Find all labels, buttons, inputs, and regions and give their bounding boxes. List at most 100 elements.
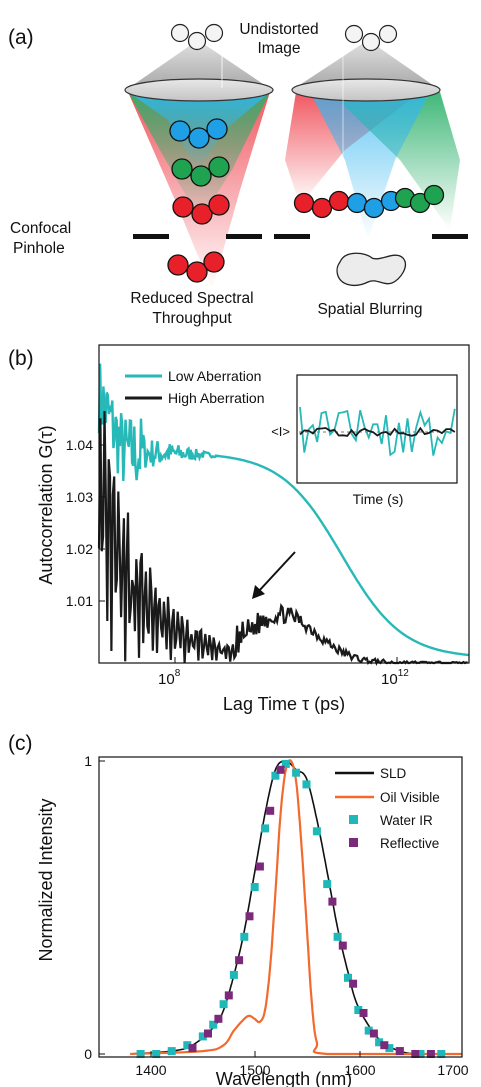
point-water-ir — [240, 932, 249, 941]
legend-sld-label: SLD — [380, 766, 407, 781]
point-reflective — [255, 862, 264, 871]
legend-water-label: Water IR — [380, 813, 433, 828]
blurred-blob-icon — [336, 252, 407, 287]
panel-c-xticks: 1400 1500 1600 1700 — [135, 1051, 469, 1078]
panel-c-legend: SLD Oil Visible Water IR Reflective — [335, 766, 440, 851]
undistorted-spheres-left — [170, 23, 224, 51]
undistorted-spheres-right — [344, 24, 398, 52]
annotation-arrow — [252, 551, 296, 599]
b-ytick-4: 1.04 — [66, 437, 93, 453]
point-water-ir — [219, 1000, 228, 1009]
point-reflective — [369, 1029, 378, 1038]
b-xtick-2: 1012 — [381, 668, 409, 688]
series-high-aberration-line — [97, 410, 468, 666]
point-water-ir — [136, 1050, 145, 1058]
pinhole-label-line2: Pinhole — [13, 240, 65, 257]
b-xtick-1: 108 — [158, 668, 181, 688]
point-water-ir — [344, 973, 352, 982]
series-low-aberration-line — [97, 363, 470, 657]
inset-ylabel: <I> — [271, 424, 290, 439]
undistorted-label-line2: Image — [257, 40, 300, 57]
c-xtick-4: 1700 — [437, 1062, 468, 1078]
point-water-ir — [209, 1020, 218, 1029]
b-ytick-1: 1.01 — [66, 593, 93, 609]
point-reflective — [224, 991, 233, 1000]
point-reflective — [426, 1050, 435, 1058]
point-reflective — [188, 1044, 197, 1053]
inset-xlabel: Time (s) — [353, 491, 404, 507]
b-ytick-2: 1.02 — [66, 541, 93, 557]
c-ytick-0: 0 — [84, 1046, 92, 1062]
point-water-ir — [437, 1050, 446, 1058]
left-blue-spheres — [169, 118, 228, 149]
reduced-label-line2: Throughput — [152, 310, 232, 327]
point-water-ir — [281, 759, 290, 768]
legend-low-label: Low Aberration — [168, 368, 261, 384]
panel-b-label: (b) — [8, 347, 34, 370]
point-reflective — [380, 1041, 389, 1050]
point-water-ir — [152, 1050, 161, 1058]
reduced-label-line1: Reduced Spectral — [130, 290, 253, 307]
inset-high-trace — [299, 426, 456, 438]
point-water-ir — [312, 827, 321, 836]
inset-plot — [299, 406, 456, 457]
right-pinhole-bar-2 — [432, 234, 468, 239]
point-water-ir — [364, 1026, 373, 1035]
point-water-ir — [229, 970, 238, 979]
point-water-ir — [167, 1047, 176, 1056]
panel-c-frame — [98, 756, 463, 1058]
point-water-ir — [261, 824, 269, 833]
point-reflective — [338, 941, 347, 950]
panel-a: (a) Undistorted Image — [8, 21, 468, 327]
panel-b-frame — [98, 344, 470, 664]
b-xlabel: Lag Time τ (ps) — [223, 694, 345, 714]
point-reflective — [214, 1014, 223, 1023]
point-water-ir — [385, 1044, 394, 1053]
point-reflective — [235, 956, 244, 965]
undistorted-label-line1: Undistorted — [239, 21, 318, 38]
legend-high-label: High Aberration — [168, 390, 265, 406]
b-ytick-3: 1.03 — [66, 489, 93, 505]
panel-b-inset: <I> Time (s) — [271, 374, 458, 507]
series-oil-visible-line — [130, 759, 462, 1056]
panel-c-plot — [130, 759, 462, 1058]
point-water-ir — [354, 1006, 363, 1014]
right-blue-beam — [310, 92, 430, 240]
point-water-ir — [375, 1038, 384, 1047]
c-xtick-1: 1400 — [135, 1062, 166, 1078]
c-ytick-1: 1 — [84, 753, 92, 769]
point-water-ir — [250, 883, 259, 891]
legend-reflective-label: Reflective — [380, 836, 439, 851]
left-lens — [124, 78, 274, 102]
c-ylabel: Normalized Intensity — [36, 798, 56, 961]
left-pinhole-bar-2 — [226, 234, 262, 239]
legend-oil-label: Oil Visible — [380, 790, 440, 805]
panel-b-yticks: 1.01 1.02 1.03 1.04 — [66, 437, 105, 609]
point-water-ir — [302, 780, 311, 789]
point-water-ir — [198, 1032, 207, 1041]
spatial-label: Spatial Blurring — [317, 301, 422, 318]
throughput-red-spheres — [167, 251, 225, 283]
point-water-ir — [323, 880, 332, 889]
right-red-beam — [285, 92, 420, 205]
right-upper-beam — [292, 40, 440, 90]
point-water-ir — [416, 1050, 425, 1058]
point-reflective — [245, 912, 254, 921]
c-xlabel: Wavelength (nm) — [216, 1069, 352, 1087]
panel-c: (c) 1 0 1400 1500 1600 1700 Wavelength (… — [8, 732, 469, 1087]
point-water-ir — [271, 771, 280, 780]
panel-b-plot — [97, 363, 470, 666]
point-reflective — [204, 1029, 212, 1038]
point-water-ir — [292, 768, 301, 777]
panel-a-label: (a) — [8, 26, 34, 49]
point-reflective — [276, 765, 285, 774]
panel-b-legend: Low Aberration High Aberration — [125, 368, 265, 406]
point-reflective — [328, 897, 337, 906]
c-xtick-3: 1600 — [344, 1062, 375, 1078]
panel-b: (b) 1.01 1.02 1.03 1.04 108 1012 Lag Tim… — [8, 344, 470, 714]
legend-reflective-swatch — [349, 838, 358, 847]
pinhole-label-line1: Confocal — [10, 220, 71, 237]
point-reflective — [349, 979, 358, 988]
b-ylabel: Autocorrelation G(τ) — [36, 425, 56, 584]
